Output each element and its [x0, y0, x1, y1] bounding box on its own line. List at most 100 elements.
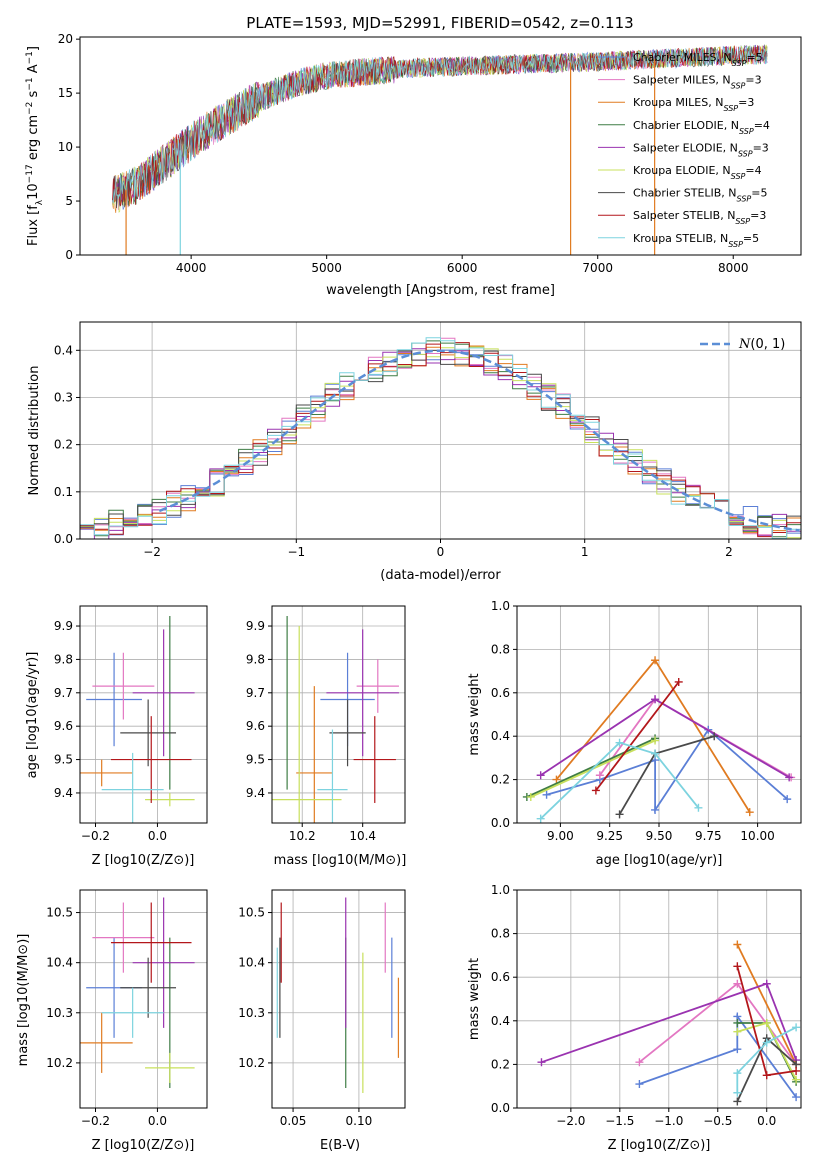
mwAge-ylabel: mass weight: [467, 673, 482, 755]
ageZ-ytick-label: 9.6: [54, 719, 73, 733]
mwAge-series-chabrier-miles: [546, 728, 788, 813]
ageM-xlabel: mass [log10(M/M⊙)]: [274, 853, 407, 868]
mwZ-marker-kroupa-elodie: [762, 1018, 771, 1027]
legend-label-text: Salpeter MILES, N: [633, 74, 731, 87]
spectrum-ytick-label: 15: [58, 86, 73, 100]
massE-ytick-label: 10.2: [238, 1056, 265, 1070]
hist-frame: [79, 321, 802, 540]
legend-label-value: =4: [745, 164, 761, 177]
mwAge-xtick-label: 9.00: [547, 829, 574, 843]
mwZ-marker-chabrier-stelib: [733, 1097, 742, 1106]
spectrum-frame: [79, 36, 802, 256]
ageM-axes: 10.2 10.4 9.4 9.5 9.6 9.7 9.8 9.9: [246, 606, 405, 843]
ageM-xtick-label: 10.2: [289, 829, 316, 843]
mwAge-ytick-label: 0.8: [491, 642, 510, 656]
hist-series-chabrier-stelib: [80, 349, 801, 529]
ageZ-xtick-label: 0.0: [148, 829, 167, 843]
mwZ-xlabel: Z [log10(Z/Z⊙)]: [608, 1138, 711, 1153]
mwZ-marker-kroupa-stelib: [792, 1023, 801, 1032]
mwZ-axes: −2.0 −1.5 −1.0 −0.5 0.0 0.0 0.2 0.4 0.6 0.8 1.0: [491, 883, 801, 1128]
hist-legend-n: N: [738, 337, 751, 352]
legend-label-value: =4: [754, 119, 770, 132]
hist-ytick-label: 0.0: [54, 532, 73, 546]
hist-xtick-label: −1: [287, 545, 305, 559]
legend-label-sub: SSP: [732, 59, 747, 68]
ageZ-xlabel: Z [log10(Z/Z⊙)]: [92, 853, 195, 868]
spectrum-ylabel-part: 10: [26, 183, 41, 200]
ageZ-ytick-label: 9.7: [54, 686, 73, 700]
spectrum-ytick-label: 20: [58, 32, 73, 46]
legend-label-sub: SSP: [731, 172, 746, 181]
legend-label-salpeter-elodie: Salpeter ELODIE, NSSP=3: [633, 141, 769, 158]
hist-legend-label: N(0, 1): [738, 337, 785, 352]
mwAge-marker-chabrier-miles: [651, 805, 660, 814]
mwAge-marker-kroupa-elodie: [651, 736, 660, 745]
massZ-ytick-label: 10.3: [46, 1006, 73, 1020]
mwAge-series-salpeter-stelib: [595, 681, 680, 792]
mwZ-marker-salpeter-stelib: [733, 962, 742, 971]
ageZ-ytick-label: 9.9: [54, 619, 73, 633]
mwZ-ytick-label: 0.8: [491, 927, 510, 941]
legend-label-chabrier-elodie: Chabrier ELODIE, NSSP=4: [633, 119, 770, 136]
mwAge-marker-kroupa-stelib: [615, 738, 624, 747]
mwZ-marker-kroupa-miles: [733, 940, 742, 949]
spectrum-ylabel-part: ]: [26, 46, 41, 51]
massE-xlabel: E(B-V): [320, 1138, 360, 1153]
mwZ-series-kroupa-stelib: [736, 1026, 797, 1093]
mwZ-marker-kroupa-elodie: [733, 1027, 742, 1036]
massZ-ytick-label: 10.4: [46, 956, 73, 970]
hist-ylabel: Normed distribution: [27, 366, 42, 496]
mwZ-xtick-label: 0.0: [757, 1114, 776, 1128]
hist-xtick-label: 2: [725, 545, 733, 559]
mwAge-lines: [522, 656, 796, 823]
massZ-ylabel: mass [log10(M/M⊙)]: [16, 934, 31, 1067]
massZ-ytick-label: 10.5: [46, 906, 73, 920]
legend-label-chabrier-stelib: Chabrier STELIB, NSSP=5: [633, 187, 767, 204]
legend-label-value: =3: [738, 96, 754, 109]
massZ-points: [80, 897, 195, 1088]
spectrum-title: PLATE=1593, MJD=52991, FIBERID=0542, z=0…: [246, 14, 633, 32]
spectrum-ylabel-part: A: [26, 64, 41, 77]
hist-lines: [80, 337, 801, 539]
massE-axes: 0.05 0.10 10.2 10.3 10.4 10.5: [238, 890, 405, 1128]
mwZ-ytick-label: 1.0: [491, 883, 510, 897]
spectrum-lines: [112, 44, 768, 255]
hist-ytick-label: 0.1: [54, 485, 73, 499]
mwZ-marker-chabrier-elodie: [733, 1018, 742, 1027]
mwAge-marker-kroupa-stelib: [536, 814, 545, 823]
ageZ-ytick-label: 9.4: [54, 786, 73, 800]
mwAge-xtick-label: 9.75: [695, 829, 722, 843]
mwAge-axes: 9.00 9.25 9.50 9.75 10.00 0.0 0.2 0.4 0.6 0.8 1.0: [491, 599, 801, 843]
hist-series-salpeter-stelib: [80, 342, 801, 538]
legend-label-sub: SSP: [731, 81, 746, 90]
legend-label-sub: SSP: [739, 126, 754, 135]
mwAge-series-chabrier-elodie: [526, 737, 656, 798]
ageM-points: [272, 616, 399, 823]
mwAge-xlabel: age [log10(age/yr)]: [596, 853, 723, 868]
mwAge-marker-salpeter-elodie: [651, 695, 660, 704]
legend-label-text: Kroupa ELODIE, N: [633, 164, 731, 177]
legend-label-text: Kroupa STELIB, N: [633, 232, 728, 245]
ageZ-ytick-label: 9.5: [54, 753, 73, 767]
mwZ-marker-kroupa-stelib: [733, 1069, 742, 1078]
massZ-xlabel: Z [log10(Z/Z⊙)]: [92, 1138, 195, 1153]
legend-label-value: =5: [743, 232, 759, 245]
mwAge-marker-salpeter-elodie: [536, 771, 545, 780]
mwAge-marker-kroupa-stelib: [651, 749, 660, 758]
mwZ-marker-chabrier-miles: [635, 1080, 644, 1089]
mwAge-marker-kroupa-miles: [552, 775, 561, 784]
legend-label-sub: SSP: [735, 217, 750, 226]
spectrum-ylabel-part: erg cm: [26, 115, 41, 164]
legend-label-kroupa-miles: Kroupa MILES, NSSP=3: [633, 96, 754, 113]
mwAge-marker-kroupa-miles: [745, 808, 754, 817]
hist-ytick-label: 0.3: [54, 390, 73, 404]
spectrum-ylabel-part: −2: [25, 102, 35, 115]
spectrum-ylabel-part: λ: [35, 199, 45, 205]
ageM-frame: [271, 605, 406, 824]
mwAge-ytick-label: 0.0: [491, 816, 510, 830]
ageM-ytick-label: 9.5: [246, 753, 265, 767]
legend-label-chabrier-miles: Chabrier MILES, NSSP=5: [633, 51, 763, 68]
mwZ-xtick-label: −1.0: [654, 1114, 683, 1128]
massZ-frame: [79, 889, 208, 1109]
